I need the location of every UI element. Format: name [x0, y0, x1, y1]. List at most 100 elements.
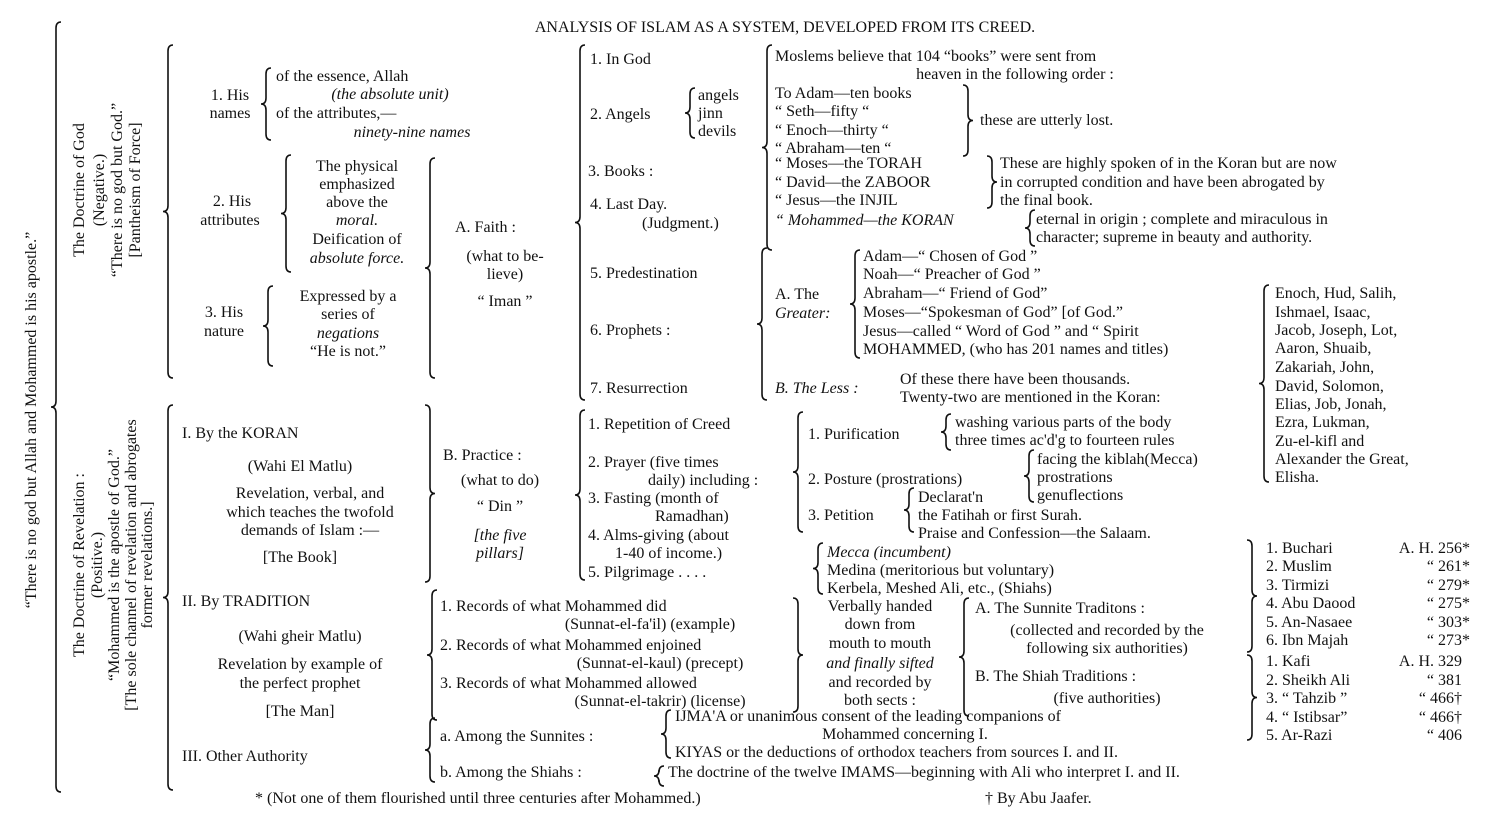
text: “ Abraham—ten “ [775, 140, 891, 157]
text: both sects : [844, 692, 916, 709]
text: (Judgment.) [642, 215, 719, 232]
brace [792, 411, 804, 533]
brace [1246, 539, 1258, 653]
text: 2. Angels [590, 106, 650, 123]
text: (the absolute unit) [331, 86, 448, 103]
brace [792, 597, 804, 713]
text: (collected and recorded by the [1010, 622, 1204, 639]
text: Jesus—called “ Word of God ” and “ Spiri… [863, 323, 1139, 340]
text: genuflections [1037, 487, 1123, 504]
text: A. H. 256* [1399, 540, 1470, 557]
text: 3. Tirmizi [1266, 577, 1330, 594]
text: 2. Sheikh Ali [1266, 672, 1351, 689]
text: following six authorities) [1026, 640, 1188, 657]
text: 1. His [211, 87, 249, 104]
text: Elias, Job, Jonah, [1275, 396, 1387, 413]
text: “He is not.” [310, 343, 386, 360]
text: A. The [775, 286, 819, 303]
text: of the attributes,— [276, 105, 397, 122]
text: eternal in origin ; complete and miracul… [1036, 211, 1328, 228]
text: A. H. 329 [1399, 653, 1462, 670]
brace [574, 44, 586, 401]
text: [Pantheism of Force] [127, 122, 144, 257]
text: Moslems believe that 104 “books” were se… [775, 48, 1097, 65]
text: 3. Fasting (month of [588, 490, 719, 507]
brace [958, 597, 970, 717]
text: the Fatihah or first Surah. [918, 507, 1082, 524]
text: nature [204, 323, 244, 340]
text: (Sunnat-el-takrir) (license) [574, 693, 745, 710]
text: Verbally handed [828, 598, 932, 615]
text: Elisha. [1275, 469, 1319, 486]
text: devils [698, 123, 736, 140]
text: “ Mohammed—the KORAN [775, 212, 955, 229]
text: 4. Abu Daood [1266, 595, 1355, 612]
brace [1024, 209, 1036, 247]
text: 1. Kafi [1266, 653, 1311, 670]
text: “ 466† [1419, 709, 1462, 726]
text: 4. “ Istibsar” [1266, 709, 1347, 726]
text: (what to be- [466, 248, 543, 265]
text: Greater: [775, 305, 830, 322]
text: former revelations.] [139, 501, 156, 628]
text: 5. Pilgrimage . . . . [588, 564, 706, 581]
text: names [210, 105, 251, 122]
text: “ 279* [1427, 577, 1470, 594]
text: MOHAMMED, (who has 201 names and titles) [863, 341, 1168, 358]
text: Aaron, Shuaib, [1275, 340, 1371, 357]
text: of the essence, Allah [276, 68, 408, 85]
text: Kerbela, Meshed Ali, etc., (Shiahs) [827, 580, 1052, 597]
brace [1246, 654, 1258, 741]
text: Expressed by a [300, 288, 397, 305]
text: 2. Muslim [1266, 558, 1332, 575]
text: “ Jesus—the INJIL [775, 192, 898, 209]
text: down from [845, 616, 916, 633]
text: washing various parts of the body [955, 414, 1171, 431]
text: 2. Records of what Mohammed enjoined [440, 637, 701, 654]
text: (Negative.) [91, 154, 108, 226]
text: Mecca (incumbent) [826, 544, 951, 561]
text: (what to do) [461, 472, 539, 489]
text: above the [326, 194, 388, 211]
text: Adam—“ Chosen of God ” [863, 248, 1037, 265]
text: the final book. [1000, 192, 1093, 209]
text: (Sunnat-el-fa'il) (example) [565, 616, 735, 633]
text: “ Din ” [477, 498, 523, 515]
text: which teaches the twofold [226, 504, 394, 521]
text: 1-40 of income.) [615, 545, 722, 562]
text: “ 303* [1427, 614, 1470, 631]
text: lieve) [487, 266, 523, 283]
text: Ezra, Lukman, [1275, 414, 1370, 431]
text: 1. In God [590, 51, 651, 68]
text: “ 466† [1419, 690, 1462, 707]
text: heaven in the following order : [916, 66, 1114, 83]
text: Enoch, Hud, Salih, [1275, 285, 1396, 302]
text: Zakariah, John, [1275, 359, 1374, 376]
text: demands of Islam :— [241, 522, 380, 539]
text: jinn [697, 105, 723, 122]
brace [260, 67, 272, 141]
text: 4. Alms-giving (about [588, 527, 729, 544]
text: 1. Repetition of Creed [588, 416, 730, 433]
text: Medina (meritorious but voluntary) [827, 562, 1054, 579]
text: [The Man] [266, 703, 335, 720]
section-title: III. Other Authority [182, 748, 308, 765]
text: “ Iman ” [477, 293, 532, 310]
title: ANALYSIS OF ISLAM AS A SYSTEM, DEVELOPED… [535, 19, 1035, 36]
text: 3. His [205, 304, 243, 321]
text: “ David—the ZABOOR [775, 174, 931, 191]
text: moral. [336, 212, 378, 229]
brace [903, 487, 915, 533]
brace [756, 247, 768, 401]
brace [574, 409, 586, 581]
text: negations [317, 325, 379, 342]
text: 4. Last Day. [590, 196, 667, 213]
text: 1. Records of what Mohammed did [440, 598, 667, 615]
text: “Mohammed is the apostle of God.” [106, 449, 123, 681]
text: daily) including : [648, 472, 758, 489]
text: 6. Ibn Majah [1266, 632, 1348, 649]
text: 5. Predestination [590, 265, 698, 282]
text: Moses—“Spokesman of God” [of God.” [863, 304, 1123, 321]
